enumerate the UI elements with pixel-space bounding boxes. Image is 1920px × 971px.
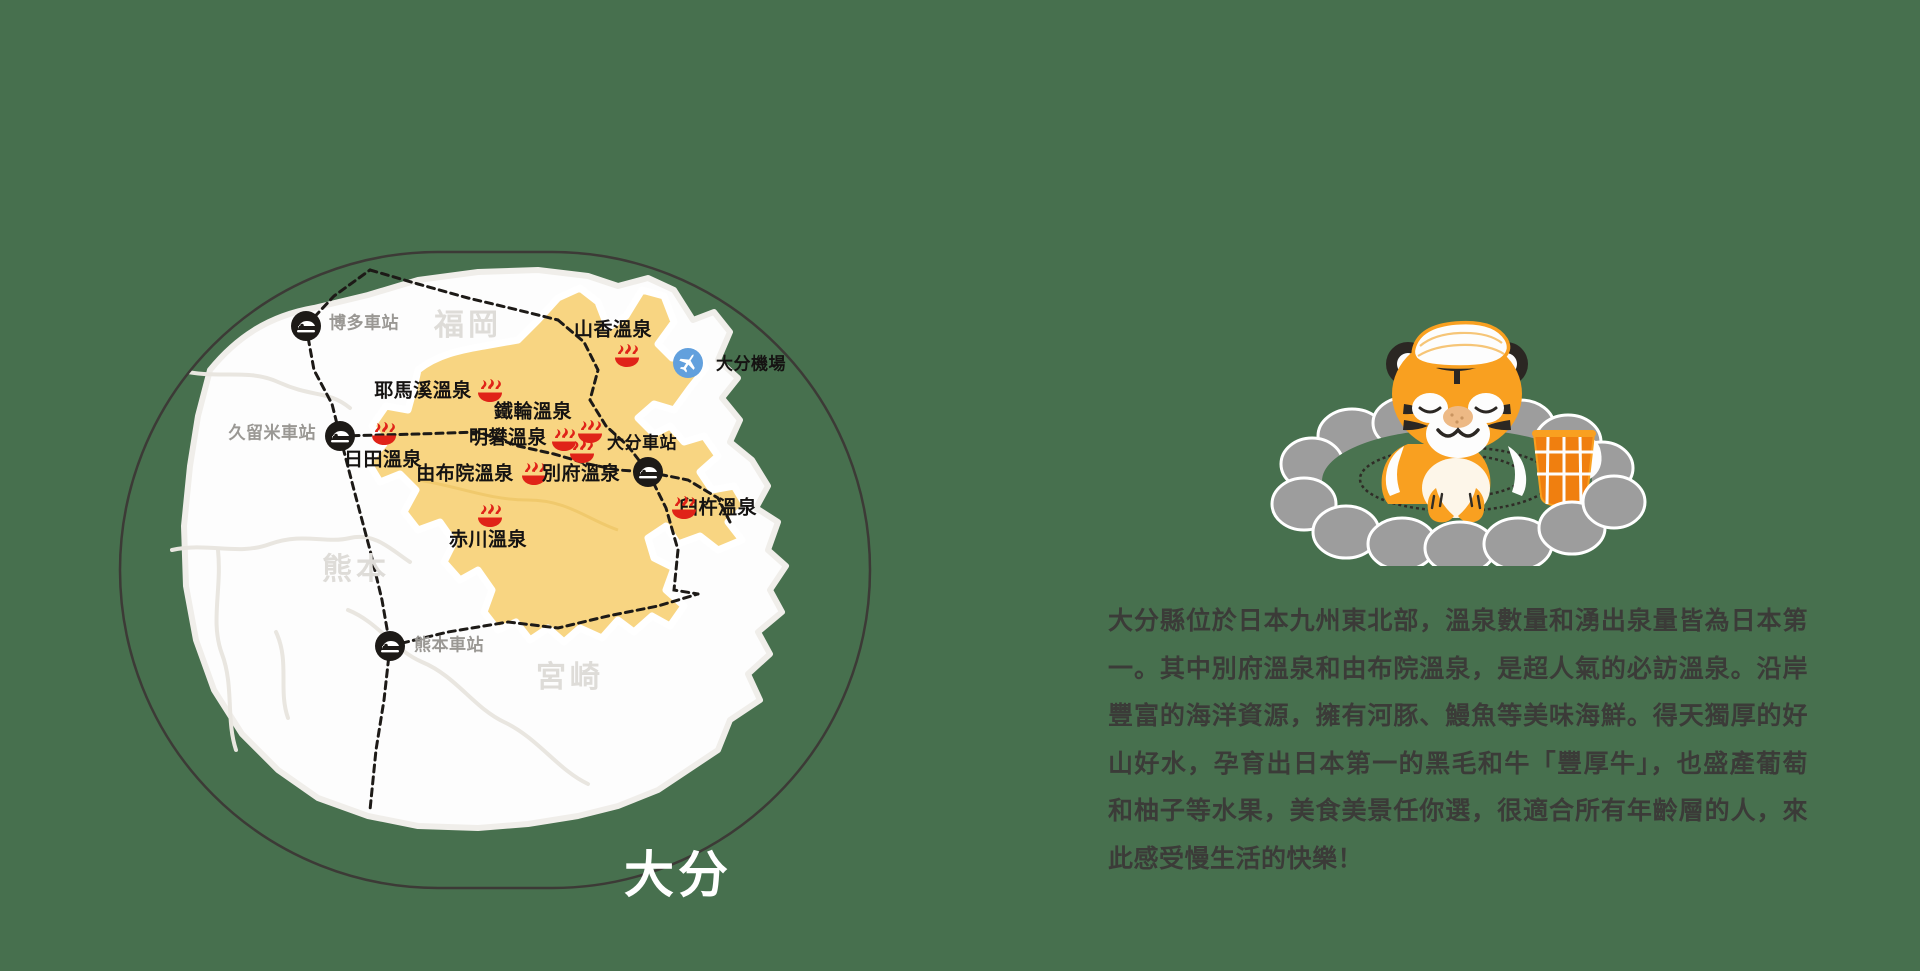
onsen-icon <box>615 344 639 367</box>
inland-line-3 <box>214 548 238 752</box>
hot-spring-rocks-front <box>1270 474 1647 566</box>
airport-pin-oita[interactable] <box>673 348 703 378</box>
map-graphic <box>118 250 872 890</box>
tiger-character <box>1381 320 1528 523</box>
train-icon <box>297 321 315 333</box>
station-pin-hakata[interactable] <box>291 311 321 341</box>
rail-north-coast <box>368 268 560 322</box>
rail-hakata-kurume <box>304 324 342 438</box>
map-border <box>118 250 872 890</box>
rail-network <box>304 268 732 812</box>
station-pin-kumamoto[interactable] <box>375 631 405 661</box>
onsen-icon <box>578 420 602 443</box>
onsen-icon <box>372 422 396 445</box>
rail-kurume-kumamoto <box>338 434 392 648</box>
rail-kumamoto-east <box>388 592 700 648</box>
inland-line-1 <box>176 368 352 410</box>
airplane-icon <box>679 354 695 373</box>
oita-prefecture-shape <box>364 284 750 646</box>
onsen-icon <box>522 462 546 485</box>
rail-oita-south <box>646 470 700 596</box>
rail-kurume-oita <box>338 430 650 474</box>
onsen-icon <box>672 496 696 519</box>
onsen-tiger-mascot <box>1270 320 1647 566</box>
station-pin-kurume[interactable] <box>325 421 355 451</box>
kyushu-map: 大分 福岡 熊本 宮崎 山香溫泉 耶馬溪溫泉 鐵輪溫泉 明礬溫泉 日田溫泉 <box>118 250 1078 900</box>
onsen-icon <box>570 440 594 463</box>
oita-description-text: 大分縣位於日本九州東北部，溫泉數量和湧出泉量皆為日本第一。其中別府溫泉和由布院溫… <box>1108 606 1808 873</box>
train-icon <box>639 467 657 479</box>
rail-oita-north <box>556 318 650 474</box>
inland-line-5 <box>274 630 290 720</box>
map-clip-group <box>170 267 789 831</box>
rail-oita-southeast <box>646 470 732 524</box>
rail-kumamoto-south <box>368 644 392 812</box>
station-pin-oita[interactable] <box>633 457 663 487</box>
onsen-icon <box>478 504 502 527</box>
oita-inner-line <box>417 478 619 532</box>
train-icon <box>331 431 349 443</box>
train-icon <box>381 641 399 653</box>
onsen-icon <box>478 379 502 402</box>
onsen-icon <box>552 428 576 451</box>
